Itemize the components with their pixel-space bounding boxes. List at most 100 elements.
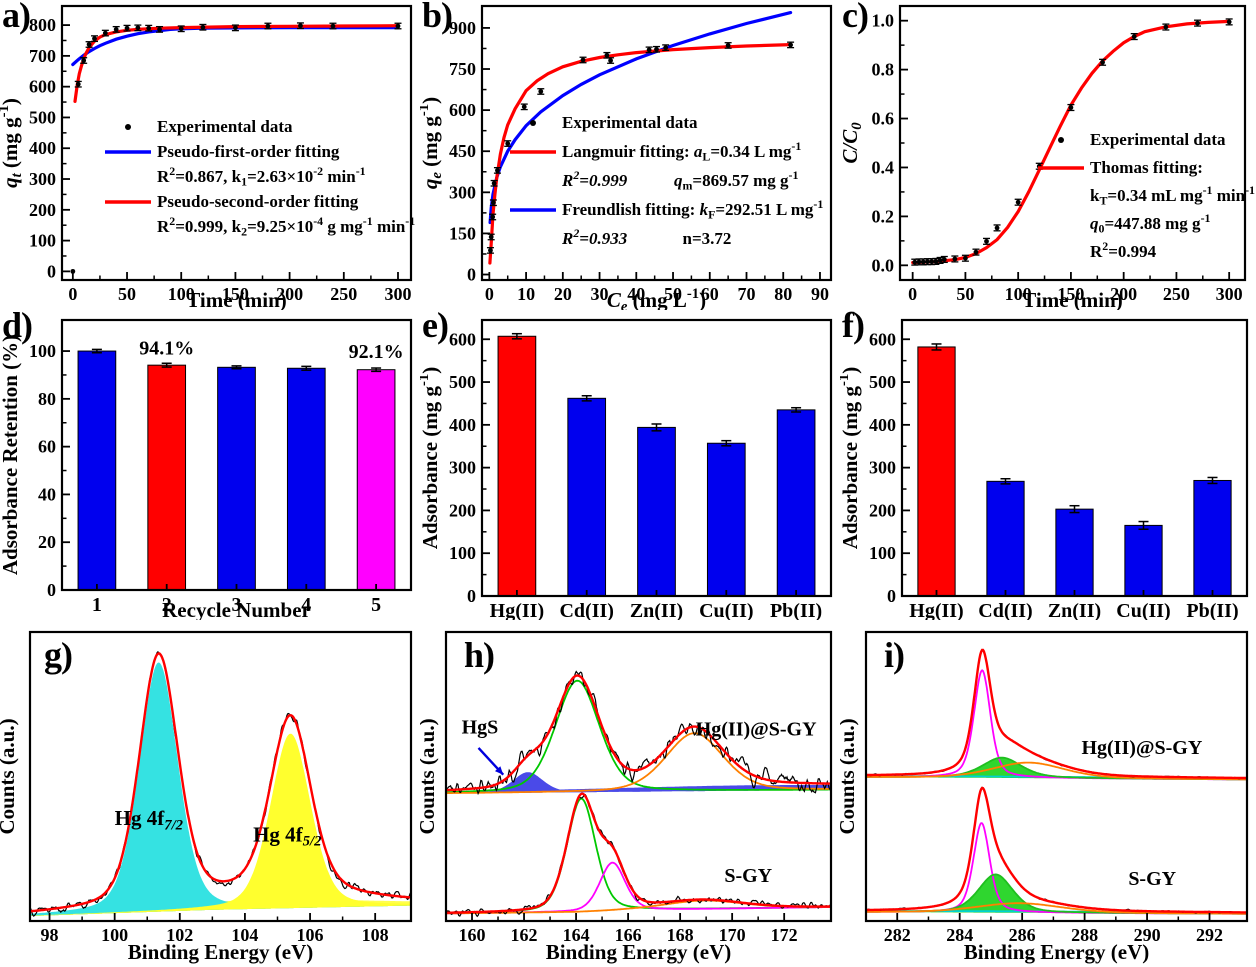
y-tick-label: 500 [29, 107, 56, 127]
y-tick-label: 450 [449, 141, 476, 161]
plot-frame [60, 318, 413, 592]
y-axis-title: qt (mg g-1) [0, 98, 25, 188]
axis-ticks: 0 50 100 150 200 250 300 0.0 0.2 0.4 0.6 0.8 1.0 [872, 11, 1243, 304]
plot-area-b: 0 10 20 30 40 50 60 70 80 900150300450600750900Ce… [420, 4, 833, 310]
y-tick-label: 100 [29, 341, 56, 361]
panel-b: b) 0 10 20 30 40 50 60 70 80 90 0 150 300 450 600 750 900… [420, 0, 840, 310]
bar-3 [217, 366, 256, 591]
x-tick-label: 10 [517, 284, 535, 304]
x-tick-label: 40 [627, 284, 645, 304]
bar-Zn(II) [637, 426, 676, 597]
y-tick-label: 300 [449, 458, 476, 478]
y-axis-title: Adsorbance Retention (%) [0, 335, 22, 575]
category-label: Cu(II) [1116, 600, 1170, 620]
chart-e: Hg(II) Cd(II) Zn(II) Cu(II) Pb(II) 0 100 200 300… [420, 318, 833, 620]
y-axis-title: Adsorbance (mg g-1) [840, 367, 862, 550]
bar-5 [356, 369, 396, 591]
panel-label-h: h) [464, 635, 495, 675]
raw-signal-Hg-4f-spectrum [29, 650, 412, 917]
legend-text: Pseudo-first-order fitting [157, 142, 340, 161]
axis-ticks: 282 284 286 288 290 292 [884, 913, 1223, 945]
chart-d: 1 2 3 4 5 94.1% 92.1% 0 20 40 60 80 100 Recycle Numbe… [0, 318, 413, 620]
panel-label-e: e) [422, 310, 449, 345]
bar-Hg(II) [917, 346, 956, 597]
arrowhead [494, 766, 504, 775]
legend-text: Thomas fitting: [1090, 158, 1203, 177]
category-label: 1 [92, 594, 102, 616]
legend-text: R2=0.999 qm=869.57 mg g-1 [561, 168, 798, 193]
category-label: Cd(II) [559, 600, 613, 620]
y-tick-label: 0 [47, 580, 56, 600]
y-tick-label: 200 [449, 500, 476, 520]
plot-frame [864, 630, 1249, 923]
axis-ticks: 98 100 102 104 106 108 [41, 913, 389, 945]
y-tick-label: 0.4 [872, 157, 895, 177]
component-oxidized-S-peak [446, 732, 831, 794]
plot-frame [480, 318, 833, 598]
envelope-Hg(II)@S-GY-spectrum [445, 674, 831, 792]
spectrum-label: Hg(II)@S-GY [696, 718, 817, 740]
x-tick-label: 102 [166, 925, 193, 945]
x-tick-label: 70 [738, 284, 756, 304]
category-label: Pb(II) [1186, 600, 1238, 620]
panel-f: f) Hg(II) Cd(II) Zn(II) Cu(II) Pb(II) 0 100 200 3… [840, 310, 1256, 620]
y-tick-label: 300 [449, 182, 476, 202]
legend-text: R2=0.933 n=3.72 [561, 226, 731, 248]
y-tick-label: 500 [869, 372, 896, 392]
category-label: Zn(II) [630, 600, 683, 620]
x-tick-label: 300 [384, 284, 411, 304]
bar-1 [77, 350, 117, 591]
legend-text: R2=0.994 [1090, 239, 1157, 261]
y-tick-label: 0.8 [872, 60, 895, 80]
x-tick-label: 150 [222, 284, 249, 304]
bar-Hg(II) [497, 335, 537, 597]
y-tick-label: 600 [449, 100, 476, 120]
axis-ticks: 0 100 200 300 400 500 600 [449, 329, 490, 606]
y-axis-title: Counts (a.u.) [420, 718, 439, 834]
x-tick-label: 300 [1216, 284, 1243, 304]
x-tick-label: 250 [330, 284, 357, 304]
x-tick-label: 164 [563, 925, 590, 945]
panel-label-f: f) [842, 310, 865, 345]
component-C-C-peak [866, 822, 1247, 915]
y-tick-label: 600 [449, 329, 476, 349]
panel-label-g: g) [44, 635, 73, 675]
x-tick-label: 250 [1163, 284, 1190, 304]
panel-label-b: b) [422, 0, 453, 35]
series-experimental-data [486, 41, 795, 254]
category-label: 3 [232, 594, 242, 616]
envelope-Hg-4f-spectrum [29, 652, 412, 913]
axis-ticks: 0 50 100 150 200 250 300 0 100 200 300 400 500 600 700… [29, 15, 411, 304]
x-tick-label: 150 [1057, 284, 1084, 304]
legend-text: Experimental data [1090, 130, 1226, 149]
bar-Cd(II) [986, 480, 1025, 597]
x-tick-label: 200 [1110, 284, 1137, 304]
x-tick-label: 284 [946, 925, 973, 945]
legend-c: Experimental data Thomas fitting: kT=0.34 … [1038, 130, 1255, 261]
y-axis-title: Adsorbance (mg g-1) [420, 367, 442, 550]
legend-text: Experimental data [562, 113, 698, 132]
y-tick-label: 200 [29, 200, 56, 220]
y-tick-label: 0.6 [872, 109, 895, 129]
bar-annotation: 92.1% [349, 341, 404, 363]
y-tick-label: 750 [449, 59, 476, 79]
x-axis-title: Binding Energy (eV) [546, 940, 732, 964]
y-tick-label: 100 [869, 543, 896, 563]
plot-area-g: Hg 4f7/2 Hg 4f5/2 98 100 102 104 106 108 Binding… [0, 630, 413, 964]
chart-i: Hg(II)@S-GY S-GY 282 284 286 288 290 292 Binding… [840, 630, 1249, 964]
series-pseudo-first-order-fitting [71, 26, 400, 67]
panel-g: g) Hg 4f7/2 Hg 4f5/2 98 100 102 104 106 108 Bindi… [0, 620, 420, 967]
y-tick-label: 500 [449, 372, 476, 392]
legend-marker-dot [530, 120, 536, 126]
panel-i: i) Hg(II)@S-GY S-GY 282 284 286 288 290 292 Bindi… [840, 620, 1256, 967]
bar-Zn(II) [1055, 508, 1094, 597]
x-tick-label: 0 [908, 284, 917, 304]
spectrum-label: Hg 4f5/2 [253, 822, 321, 849]
legend-text: R2=0.999, k2=9.25×10-4 g mg-1 min-1 [157, 214, 415, 239]
y-axis-title: Counts (a.u.) [0, 718, 19, 834]
x-tick-label: 166 [615, 925, 642, 945]
y-tick-label: 20 [38, 532, 56, 552]
panel-label-i: i) [884, 635, 905, 675]
